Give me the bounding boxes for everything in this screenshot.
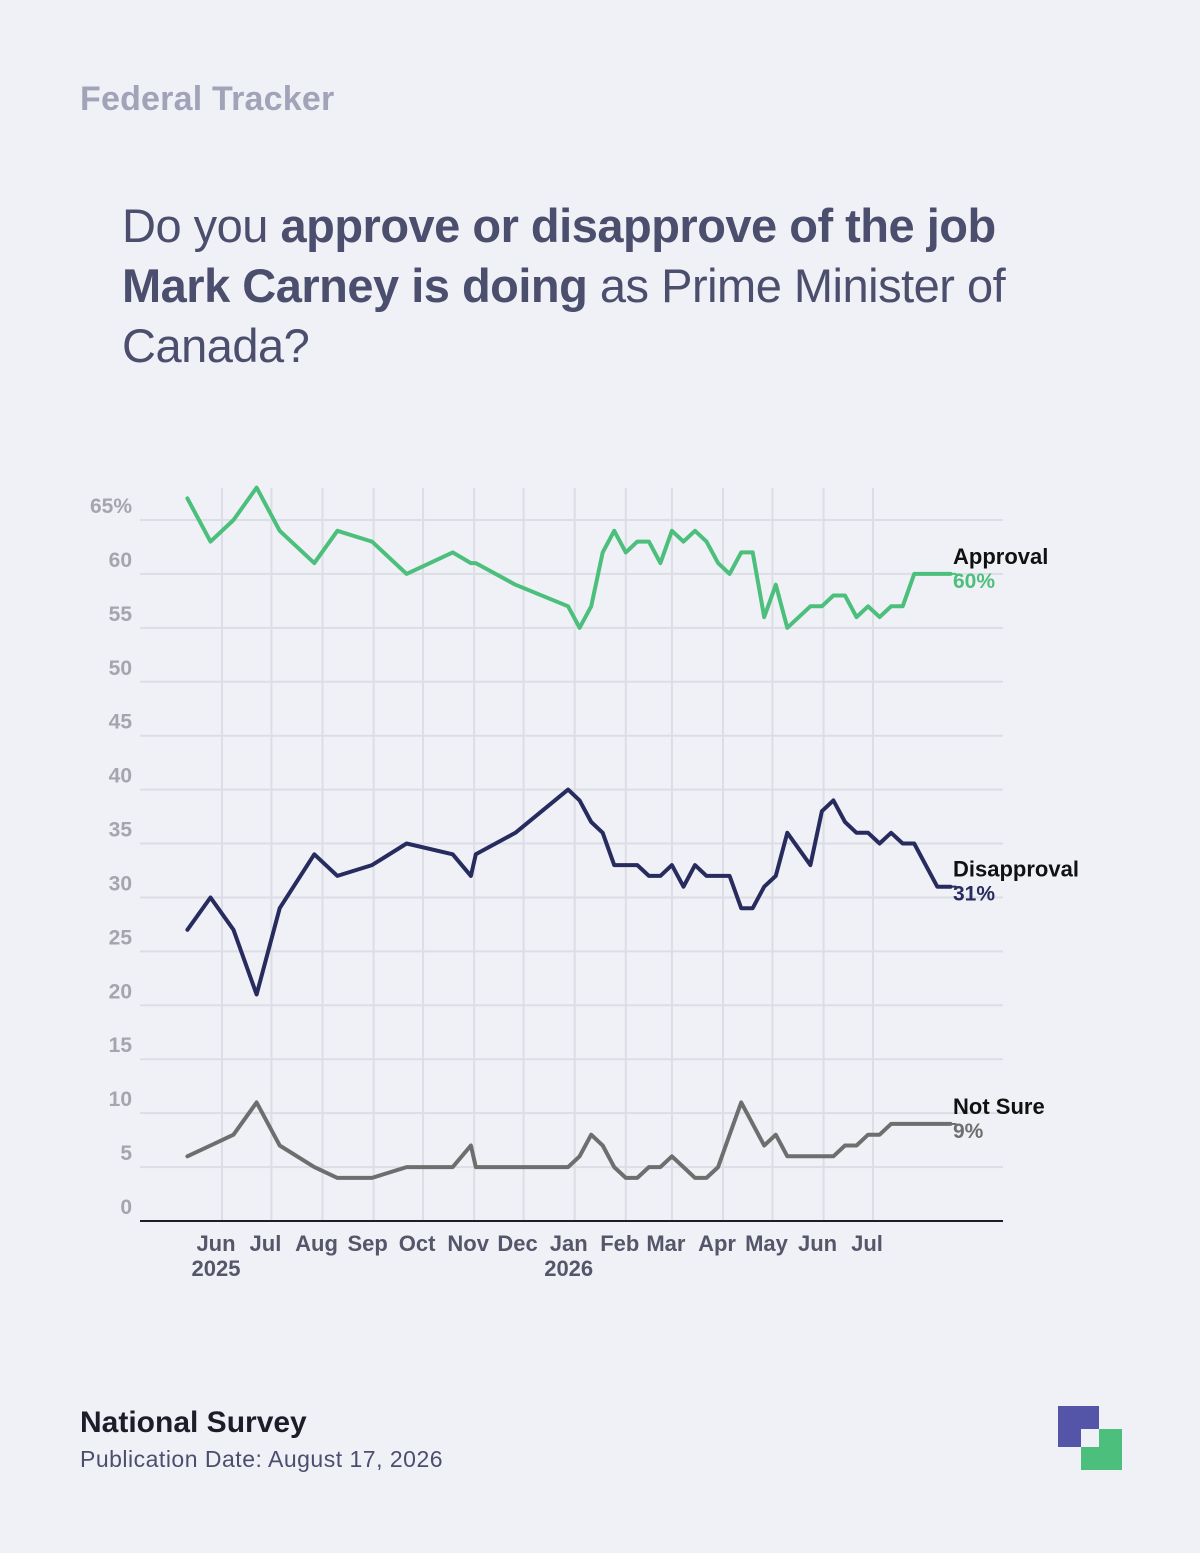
brand-logo — [1058, 1406, 1122, 1470]
approval-line — [185, 485, 953, 630]
question-emphasis: approve or disapprove of the job Mark Ca… — [122, 199, 996, 312]
x-tick-label: Nov — [447, 1231, 489, 1256]
question-intro: Do you — [122, 199, 281, 252]
not-sure-line — [185, 1100, 953, 1180]
y-axis: 0 5 10 15 20 25 30 35 40 45 50 55 60 65% — [90, 495, 1003, 1222]
x-tick-label: Mar — [646, 1231, 686, 1256]
logo-gap — [1081, 1429, 1099, 1447]
chart-series — [185, 485, 953, 1180]
y-tick-label: 45 — [109, 711, 133, 734]
y-tick-label: 55 — [109, 603, 133, 626]
y-tick-label: 10 — [109, 1088, 132, 1111]
y-tick-label: 15 — [109, 1034, 133, 1057]
y-tick-label: 40 — [109, 765, 132, 788]
not-sure-series-name: Not Sure — [953, 1094, 1045, 1119]
tracker-label: Federal Tracker — [80, 80, 335, 118]
y-tick-label: 30 — [109, 872, 132, 895]
not-sure-end-value: 9% — [953, 1120, 984, 1143]
survey-name: National Survey — [80, 1406, 307, 1439]
y-tick-label: 60 — [109, 549, 132, 572]
x-tick-label: Aug — [295, 1231, 338, 1256]
x-tick-label: Apr — [698, 1231, 736, 1256]
disapproval-series-name: Disapproval — [953, 857, 1079, 882]
disapproval-line — [185, 787, 953, 997]
x-tick-label: Jan — [550, 1231, 588, 1256]
x-tick-label: Jul — [250, 1231, 282, 1256]
x-tick-label: Oct — [399, 1231, 436, 1256]
y-tick-label: 0 — [120, 1196, 132, 1219]
approval-end-value: 60% — [953, 570, 995, 593]
publication-date: Publication Date: August 17, 2026 — [80, 1446, 444, 1472]
y-tick-label: 20 — [109, 980, 132, 1003]
y-tick-label: 50 — [109, 657, 132, 680]
y-tick-label: 25 — [109, 926, 133, 949]
x-tick-year-label: 2025 — [192, 1256, 241, 1281]
disapproval-end-value: 31% — [953, 883, 995, 906]
x-tick-year-label: 2026 — [544, 1256, 593, 1281]
x-tick-label: Jun — [798, 1231, 837, 1256]
approval-series-name: Approval — [953, 544, 1048, 569]
y-tick-label: 5 — [120, 1142, 132, 1165]
x-tick-label: Sep — [347, 1231, 387, 1256]
x-tick-label: Dec — [497, 1231, 537, 1256]
question-outro: as Prime Minister of Canada? — [122, 259, 1006, 372]
x-tick-label: Feb — [600, 1231, 639, 1256]
chart-grid — [140, 488, 1003, 1221]
chart-question: Do you approve or disapprove of the job … — [122, 196, 1112, 376]
x-tick-label: Jun — [196, 1231, 235, 1256]
x-tick-label: May — [745, 1231, 789, 1256]
x-tick-label: Jul — [851, 1231, 883, 1256]
y-tick-label: 35 — [109, 819, 133, 842]
y-tick-label: 65% — [90, 495, 132, 518]
